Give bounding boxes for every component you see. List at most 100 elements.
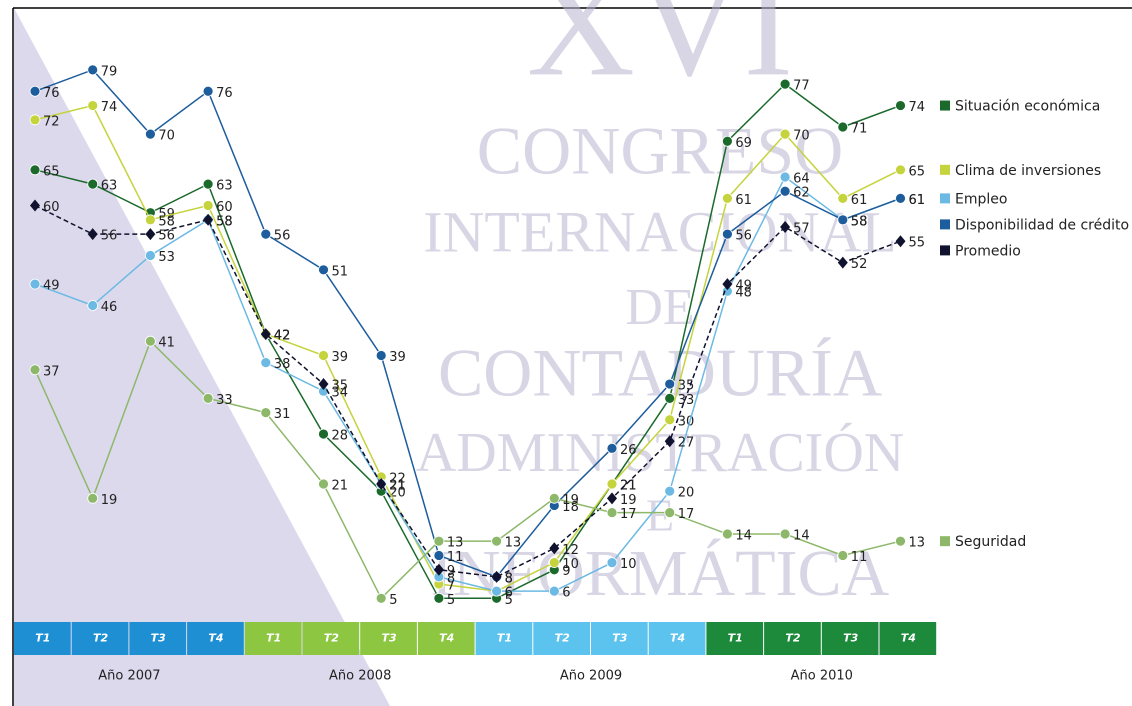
data-label: 13 [909,536,926,551]
data-point [548,557,560,568]
data-label: 6 [505,586,513,601]
quarter-cell [706,622,764,655]
data-point [203,213,214,226]
data-point [29,364,41,376]
data-label: 8 [505,571,513,586]
data-point [780,220,791,233]
data-label: 52 [851,257,868,272]
data-point [144,214,156,226]
data-label: 22 [389,471,406,486]
data-label: 35 [332,379,349,394]
data-label: 55 [909,236,926,251]
data-label: 37 [43,364,60,379]
data-label: 9 [562,564,570,579]
data-label: 49 [735,279,752,294]
data-point [779,185,791,197]
legend-label: Promedio [955,243,1021,259]
data-label: 20 [389,486,406,501]
data-label: 49 [43,279,60,294]
data-point [837,192,849,204]
data-label: 33 [216,393,233,408]
data-label: 57 [793,221,810,236]
data-point [260,228,272,240]
series-line [34,175,901,592]
legend-label: Seguridad [955,534,1026,550]
data-label: 14 [735,529,752,544]
data-point [30,199,40,212]
data-label: 42 [274,329,291,344]
data-point [318,264,329,276]
data-label: 39 [389,350,406,365]
quarter-cell [360,622,417,655]
data-point [318,350,329,361]
data-label: 70 [793,129,810,144]
quarter-cell [417,622,475,655]
quarter-cell [475,622,533,655]
legend-label: Clima de inversiones [955,163,1101,179]
data-point [29,278,41,290]
data-label: 41 [158,336,175,351]
data-label: 61 [851,193,868,208]
data-label: 60 [43,200,60,215]
data-point [722,192,733,204]
series-line [34,104,901,592]
data-label: 13 [505,536,522,551]
data-point [202,200,214,211]
data-point [87,300,99,311]
data-label: 56 [101,229,118,244]
data-point [664,485,676,497]
data-point [202,178,214,190]
data-point [722,528,733,540]
data-label: 14 [793,529,810,544]
data-point [548,585,560,597]
data-point [433,550,445,561]
data-label: 21 [389,479,406,494]
x-tick-label: T3 [381,632,397,645]
data-label: 56 [274,229,291,244]
data-point [202,85,214,97]
data-point [895,192,906,204]
data-point [664,435,675,448]
data-point [895,535,906,547]
data-label: 63 [216,179,233,194]
quarter-cell [764,622,821,655]
data-point [664,414,676,426]
legend-swatch [940,193,950,204]
data-label: 17 [620,507,637,522]
year-label: Año 2010 [791,669,853,684]
data-point [145,228,156,241]
x-tick-label: T4 [670,632,685,645]
series-line [34,68,901,578]
data-point [87,100,99,111]
data-label: 19 [101,493,118,508]
data-label: 59 [158,207,175,222]
data-label: 35 [678,379,695,394]
data-label: 27 [678,436,695,451]
quarter-cell [244,622,302,655]
data-point [722,135,733,147]
data-label: 31 [274,407,291,422]
quarter-cell [187,622,244,655]
data-point [779,128,791,140]
data-point [144,335,156,347]
data-label: 70 [158,129,175,144]
data-point [491,585,503,597]
quarter-cell [821,622,879,655]
watermark-text: DE [625,279,694,336]
legend-swatch [940,219,950,230]
data-point [433,563,444,576]
data-point [318,428,329,440]
data-label: 56 [735,229,752,244]
data-point [664,378,676,390]
data-point [664,392,676,404]
data-point [318,378,329,391]
quarter-cell [302,622,360,655]
data-label: 33 [678,393,695,408]
data-label: 58 [216,214,233,229]
x-tick-label: T1 [266,632,281,645]
data-label: 69 [735,136,752,151]
watermark: XVICONGRESOINTERNACIONALDECONTADURÍAADMI… [416,0,904,610]
background-shape [14,8,390,706]
plot: T1 T2 T3 T4 T1 T2 T3 T4 T1 T2 T3 T4 T1 T2 T3 T4 Año 2007… [14,64,1129,684]
data-point [87,492,99,504]
